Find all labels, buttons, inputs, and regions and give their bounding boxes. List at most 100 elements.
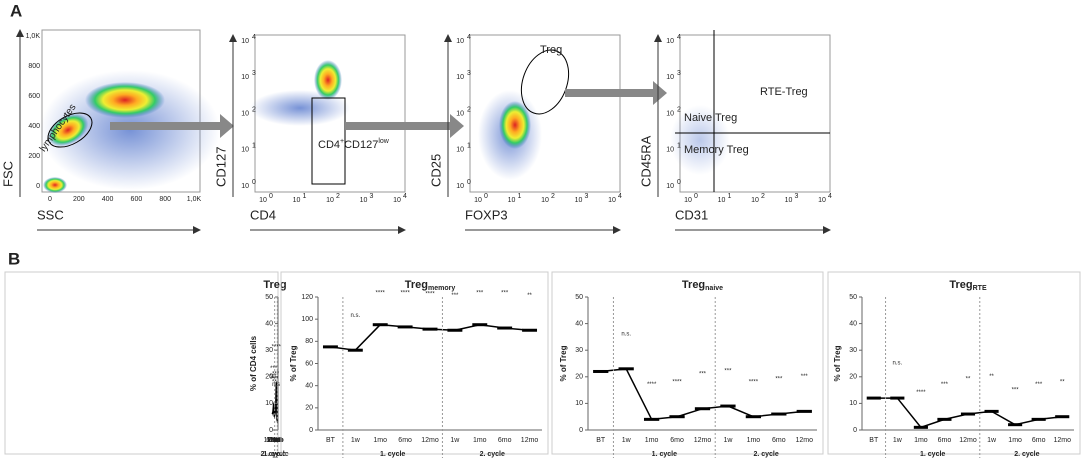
y-axis-label: % of Treg bbox=[289, 345, 298, 381]
x-axis-label: FOXP3 bbox=[465, 207, 508, 222]
x-tick-label: 10 bbox=[541, 197, 549, 204]
quadrant-label: Memory Treg bbox=[684, 144, 749, 156]
y-tick-exponent: 1 bbox=[677, 143, 681, 150]
significance: n.s. bbox=[350, 313, 360, 319]
gate-label-part: CD127 bbox=[344, 139, 378, 151]
significance: *** bbox=[724, 369, 732, 375]
y-tick-exponent: 4 bbox=[467, 34, 471, 41]
significance: *** bbox=[269, 374, 277, 380]
x-tick-label: 1mo bbox=[267, 437, 281, 444]
x-tick-exponent: 0 bbox=[484, 193, 488, 200]
x-tick-label: BT bbox=[326, 437, 336, 444]
x-tick-label: 1mo bbox=[473, 437, 487, 444]
title-main: Treg bbox=[682, 279, 705, 291]
group-label: 2. cycle bbox=[261, 451, 286, 458]
y-tick-label: 10 bbox=[456, 147, 464, 154]
x-tick-exponent: 2 bbox=[336, 193, 340, 200]
significance: ** bbox=[272, 379, 277, 385]
group-label: 2. cycle bbox=[1014, 451, 1039, 458]
significance: ** bbox=[966, 377, 971, 383]
y-tick-exponent: 3 bbox=[467, 70, 471, 77]
x-tick-exponent: 0 bbox=[694, 193, 698, 200]
x-tick-label: 400 bbox=[102, 196, 114, 203]
x-tick-label: 12mo bbox=[959, 437, 977, 444]
x-tick-label: BT bbox=[869, 437, 879, 444]
significance: **** bbox=[400, 291, 410, 297]
x-tick-label: 600 bbox=[131, 196, 143, 203]
significance: *** bbox=[270, 366, 278, 372]
y-tick-label: 50 bbox=[575, 294, 583, 301]
gate-label: Treg bbox=[540, 44, 562, 56]
x-tick-label: 1w bbox=[893, 437, 903, 444]
significance: **** bbox=[425, 292, 435, 298]
x-tick-label: BT bbox=[596, 437, 606, 444]
y-tick-label: 10 bbox=[241, 147, 249, 154]
x-tick-label: 10 bbox=[575, 197, 583, 204]
group-label: 1. cycle bbox=[652, 451, 677, 458]
y-axis-label: % of Treg bbox=[559, 345, 568, 381]
significance: **** bbox=[376, 291, 386, 297]
y-tick-exponent: 4 bbox=[677, 34, 681, 41]
significance: **** bbox=[916, 390, 926, 396]
x-tick-label: 6mo bbox=[938, 437, 952, 444]
density bbox=[499, 101, 531, 149]
x-tick-label: 1mo bbox=[270, 437, 284, 444]
gate bbox=[47, 112, 93, 148]
y-tick-label: 0 bbox=[269, 427, 273, 434]
x-tick-label: 10 bbox=[259, 197, 267, 204]
y-tick-label: 80 bbox=[305, 338, 313, 345]
arrow bbox=[565, 81, 667, 105]
y-tick-exponent: 2 bbox=[677, 106, 681, 113]
x-tick-label: 6mo bbox=[772, 437, 786, 444]
significance: *** bbox=[272, 371, 280, 377]
x-tick-label: 10 bbox=[360, 197, 368, 204]
x-tick-exponent: 3 bbox=[795, 193, 799, 200]
significance: *** bbox=[501, 291, 509, 297]
title-sub: memory bbox=[428, 285, 455, 292]
y-tick-exponent: 0 bbox=[677, 179, 681, 186]
chart-frame bbox=[280, 271, 549, 455]
y-tick-label: 10 bbox=[456, 183, 464, 190]
x-tick-exponent: 4 bbox=[618, 193, 622, 200]
title-sub: RTE bbox=[973, 285, 987, 292]
x-tick-label: 1w bbox=[723, 437, 733, 444]
x-tick-exponent: 1 bbox=[728, 193, 732, 200]
significance: **** bbox=[647, 382, 657, 388]
x-tick-label: 1w bbox=[351, 437, 361, 444]
chart-frame bbox=[827, 271, 1081, 455]
chart-title: Tregmemory bbox=[405, 279, 456, 292]
x-tick-label: BT bbox=[273, 437, 283, 444]
y-tick-label: 120 bbox=[301, 294, 313, 301]
y-tick-label: 10 bbox=[666, 183, 674, 190]
x-tick-label: 1mo bbox=[914, 437, 928, 444]
y-tick-label: 10 bbox=[575, 400, 583, 407]
title-main: Treg bbox=[949, 279, 972, 291]
significance: n.s. bbox=[892, 361, 902, 367]
y-tick-label: 0 bbox=[309, 427, 313, 434]
x-tick-label: 10 bbox=[393, 197, 401, 204]
x-tick-exponent: 3 bbox=[370, 193, 374, 200]
chart-title: Tregnaive bbox=[682, 279, 723, 292]
y-tick-exponent: 0 bbox=[252, 179, 256, 186]
y-tick-label: 0 bbox=[36, 183, 40, 190]
y-tick-label: 30 bbox=[849, 347, 857, 354]
y-axis-label: % of Treg bbox=[833, 345, 842, 381]
x-tick-label: 1w bbox=[622, 437, 632, 444]
x-tick-exponent: 1 bbox=[303, 193, 307, 200]
y-tick-label: 10 bbox=[666, 74, 674, 81]
gate bbox=[311, 97, 346, 185]
x-tick-label: 6mo bbox=[269, 437, 283, 444]
x-tick-label: 1w bbox=[273, 437, 283, 444]
x-tick-label: 6mo bbox=[1032, 437, 1046, 444]
y-tick-label: 10 bbox=[265, 400, 273, 407]
y-tick-label: 10 bbox=[456, 110, 464, 117]
density bbox=[43, 177, 67, 193]
chart-frame bbox=[4, 271, 279, 455]
y-tick-label: 20 bbox=[849, 374, 857, 381]
significance: *** bbox=[699, 371, 707, 377]
x-axis-label: CD31 bbox=[675, 207, 708, 222]
group-label: 1. cycle bbox=[380, 451, 405, 458]
y-tick-label: 200 bbox=[28, 153, 40, 160]
